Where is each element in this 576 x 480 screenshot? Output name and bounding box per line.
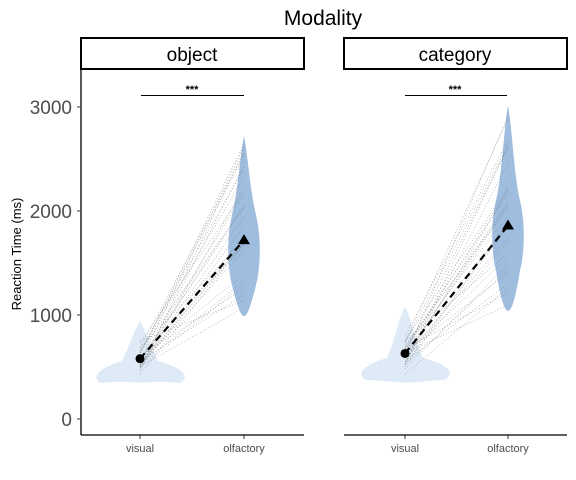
y-tick-label-2000: 2000 xyxy=(30,202,72,223)
strip-label-category: category xyxy=(419,45,492,66)
individual-line xyxy=(405,305,508,353)
individual-line xyxy=(140,194,244,362)
individual-line xyxy=(140,177,244,352)
individual-line xyxy=(140,250,244,366)
x-tick-label-olfactory-category: olfactory xyxy=(487,443,529,455)
y-tick-label-0: 0 xyxy=(61,410,72,431)
individual-line xyxy=(405,284,508,362)
individual-line xyxy=(405,194,508,347)
plot-area-object xyxy=(96,96,259,439)
individual-line xyxy=(405,228,508,362)
individual-line xyxy=(140,208,244,360)
plot-area-category xyxy=(361,96,523,439)
y-axis-label: Reaction Time (ms) xyxy=(9,198,24,311)
violin-olfactory xyxy=(492,106,524,311)
individual-line xyxy=(140,280,244,365)
individual-line xyxy=(140,301,244,341)
strip-label-object: object xyxy=(167,45,218,66)
individual-line xyxy=(405,273,508,353)
individual-line xyxy=(405,148,508,353)
mean-line xyxy=(140,240,244,359)
individual-line xyxy=(140,295,244,361)
mean-point-visual xyxy=(401,349,410,358)
individual-line xyxy=(405,188,508,341)
individual-line xyxy=(405,258,508,354)
individual-line xyxy=(140,243,244,374)
individual-line xyxy=(405,270,508,365)
individual-line xyxy=(140,227,244,366)
y-tick-label-3000: 3000 xyxy=(30,98,72,119)
individual-line xyxy=(140,275,244,358)
y-tick-label-1000: 1000 xyxy=(30,306,72,327)
significance-label-object: *** xyxy=(186,84,200,96)
individual-line xyxy=(140,289,244,356)
mean-point-visual xyxy=(136,354,145,363)
chart-title: Modality xyxy=(284,7,363,30)
x-tick-label-visual-category: visual xyxy=(391,443,419,455)
individual-line xyxy=(405,146,508,365)
individual-line xyxy=(140,217,244,365)
x-tick-label-visual-object: visual xyxy=(126,443,154,455)
individual-line xyxy=(405,191,508,362)
panel-category: category visual olfactory *** xyxy=(344,38,567,455)
panel-object: object visual olfactory *** xyxy=(81,38,304,455)
significance-label-category: *** xyxy=(449,84,463,96)
violin-visual xyxy=(361,307,449,383)
individual-line xyxy=(140,207,244,352)
violin-olfactory xyxy=(228,136,260,316)
x-tick-label-olfactory-object: olfactory xyxy=(223,443,265,455)
individual-line xyxy=(405,190,508,351)
